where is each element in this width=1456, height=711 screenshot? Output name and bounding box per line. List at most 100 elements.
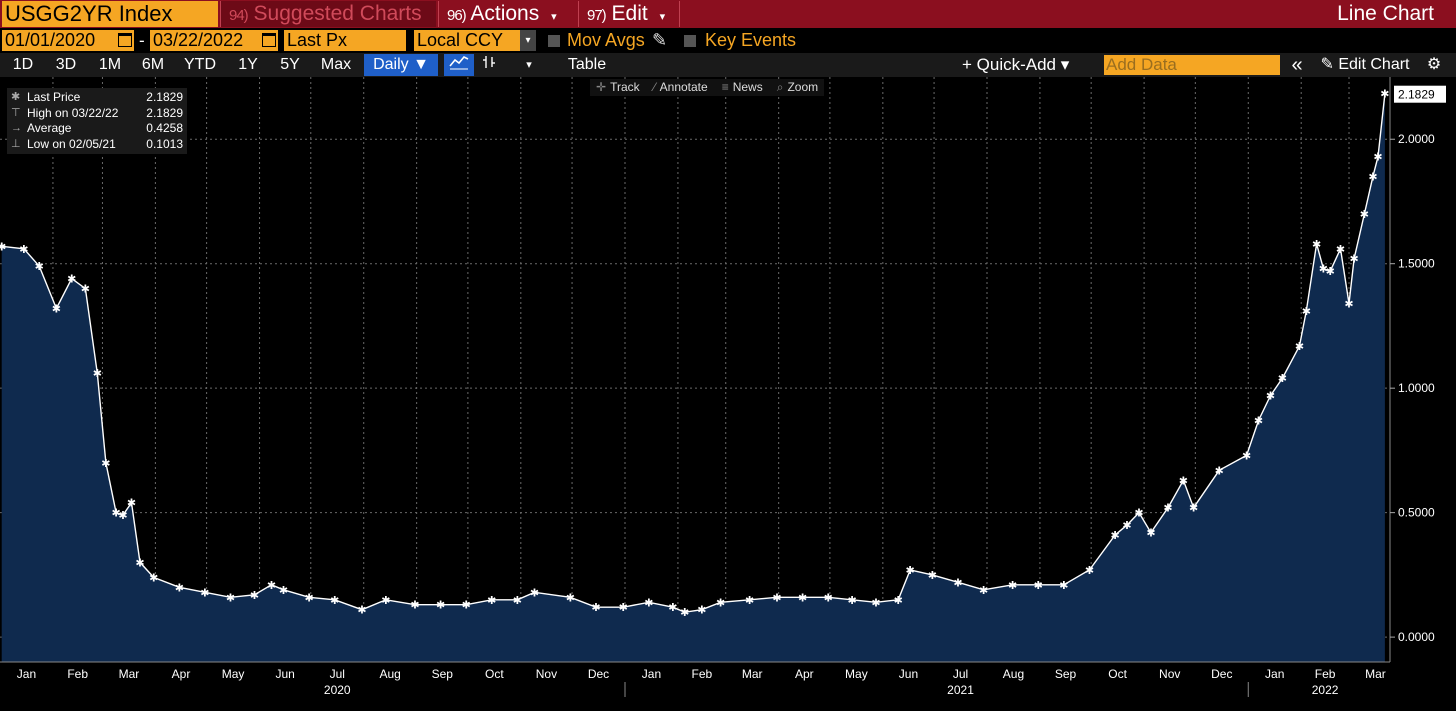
range-3d-button[interactable]: 3D xyxy=(55,56,77,73)
annotate-tool[interactable]: ⁄ Annotate xyxy=(654,80,708,95)
gear-icon[interactable]: ⚙ xyxy=(1426,56,1442,73)
data-point-marker: ✱ xyxy=(357,605,366,617)
key-events-checkbox[interactable] xyxy=(684,35,696,47)
data-point-marker: ✱ xyxy=(67,274,76,286)
tool-label: Zoom xyxy=(787,80,819,94)
bar-chart-icon[interactable] xyxy=(476,54,502,76)
key-events-label: Key Events xyxy=(705,30,797,50)
mov-avgs-checkbox[interactable] xyxy=(548,35,560,47)
legend-last-price: ✱ Last Price 2.1829 xyxy=(11,90,183,106)
field-selector[interactable]: Last Px xyxy=(284,30,406,51)
frequency-selector[interactable]: Daily ▼ xyxy=(364,54,438,76)
legend-value: 0.1013 xyxy=(146,136,183,151)
x-tick-label: Feb xyxy=(691,667,712,681)
legend-value: 2.1829 xyxy=(146,90,183,104)
data-point-marker: ✱ xyxy=(513,595,522,607)
data-point-marker: ✱ xyxy=(330,595,339,607)
currency-selector[interactable]: Local CCY ▾ xyxy=(414,30,536,51)
track-tool[interactable]: ✛ Track xyxy=(596,80,640,95)
data-point-marker: ✱ xyxy=(410,600,419,612)
tool-label: News xyxy=(732,80,763,94)
add-data-input[interactable] xyxy=(1104,55,1280,75)
data-point-marker: ✱ xyxy=(772,592,781,604)
data-point-marker: ✱ xyxy=(716,597,725,609)
data-point-marker: ✱ xyxy=(1163,503,1172,515)
line-chart[interactable]: ✱ ✱ ✱ ✱ ✱ ✱ ✱ ✱ ✱ ✱ ✱ ✱ ✱ ✱ ✱ ✱ ✱ ✱ ✱ ✱ ✱ ✱ ✱ ✱ ✱ ✱ ✱ ✱ ✱ ✱ ✱ ✱ ✱ ✱ ✱ ✱ ✱ ✱ ✱ ✱… xyxy=(0,77,1456,706)
start-date-value: 01/01/2020 xyxy=(5,30,96,50)
data-point-marker: ✱ xyxy=(81,284,90,296)
x-tick-label: Jan xyxy=(642,667,661,681)
data-point-marker: ✱ xyxy=(894,595,903,607)
last-value-tag xyxy=(1394,85,1446,103)
average-marker-icon: → xyxy=(11,122,22,134)
y-tick-label: 0.0000 xyxy=(1398,630,1435,644)
quick-add-button[interactable]: + Quick-Add ▾ xyxy=(962,55,1070,74)
data-point-marker: ✱ xyxy=(127,498,136,510)
x-tick-label: Apr xyxy=(795,667,814,681)
data-point-marker: ✱ xyxy=(1215,465,1224,477)
magnifier-icon: ⌕ xyxy=(776,80,784,94)
edit-chart-button[interactable]: ✎ Edit Chart xyxy=(1312,54,1418,76)
data-point-marker: ✱ xyxy=(1380,89,1389,101)
range-5y-button[interactable]: 5Y xyxy=(280,56,300,73)
data-point-marker: ✱ xyxy=(267,580,276,592)
x-tick-label: Sep xyxy=(432,667,454,681)
data-point-marker: ✱ xyxy=(1134,508,1143,520)
legend-high: ⊤ High on 03/22/22 2.1829 xyxy=(11,106,183,122)
chevron-down-icon: ▾ xyxy=(659,11,666,23)
series-area xyxy=(1,93,1385,662)
data-point-marker: ✱ xyxy=(745,595,754,607)
data-point-marker: ✱ xyxy=(619,602,628,614)
x-tick-label: May xyxy=(845,667,868,681)
legend-value: 2.1829 xyxy=(146,105,183,120)
low-marker-icon: ⊥ xyxy=(11,137,21,150)
data-point-marker: ✱ xyxy=(644,597,653,609)
mov-avgs-label: Mov Avgs xyxy=(567,30,645,50)
x-tick-label: Mar xyxy=(119,667,140,681)
ticker-field[interactable]: USGG2YR Index xyxy=(2,1,218,27)
calendar-icon[interactable] xyxy=(118,33,132,47)
range-1y-button[interactable]: 1Y xyxy=(238,56,258,73)
range-6m-button[interactable]: 6M xyxy=(141,56,165,73)
y-tick-label: 1.0000 xyxy=(1398,381,1435,395)
data-point-marker: ✱ xyxy=(462,600,471,612)
range-ytd-button[interactable]: YTD xyxy=(184,56,216,73)
start-date-field[interactable]: 01/01/2020 xyxy=(2,30,134,51)
chart-area: ✱ ✱ ✱ ✱ ✱ ✱ ✱ ✱ ✱ ✱ ✱ ✱ ✱ ✱ ✱ ✱ ✱ ✱ ✱ ✱ ✱ ✱ ✱ ✱ ✱ ✱ ✱ ✱ ✱ ✱ ✱ ✱ ✱ ✱ ✱ ✱ ✱ ✱ ✱ ✱… xyxy=(0,77,1456,706)
line-chart-icon[interactable] xyxy=(444,54,474,76)
zoom-tool[interactable]: ⌕ Zoom xyxy=(777,80,818,95)
data-point-marker: ✱ xyxy=(1254,416,1263,428)
chevron-down-icon[interactable]: ▾ xyxy=(526,59,532,71)
table-button[interactable]: Table xyxy=(567,56,607,73)
legend-label: Last Price xyxy=(27,90,81,104)
calendar-icon[interactable] xyxy=(262,33,276,47)
news-tool[interactable]: ≡ News xyxy=(722,80,763,95)
actions-menu[interactable]: 96) Actions ▾ xyxy=(438,1,576,27)
data-point-marker: ✱ xyxy=(1344,299,1353,311)
crosshair-icon: ✛ xyxy=(596,80,607,94)
data-point-marker: ✱ xyxy=(906,565,915,577)
data-point-marker: ✱ xyxy=(1312,239,1321,251)
range-1d-button[interactable]: 1D xyxy=(12,56,34,73)
last-value-label: 2.1829 xyxy=(1398,88,1435,102)
edit-menu[interactable]: 97) Edit ▾ xyxy=(578,1,680,27)
pencil-icon[interactable]: ✎ xyxy=(652,30,668,50)
series-line xyxy=(1,93,1386,613)
range-max-button[interactable]: Max xyxy=(320,56,352,73)
pencil-icon: ⁄ xyxy=(653,80,656,94)
x-tick-label: Oct xyxy=(485,667,504,681)
range-1m-button[interactable]: 1M xyxy=(98,56,122,73)
x-tick-label: Jun xyxy=(899,667,918,681)
y-tick-label: 1.5000 xyxy=(1398,257,1435,271)
x-tick-label: Oct xyxy=(1108,667,1127,681)
top-menu-bar: USGG2YR Index 94) Suggested Charts 96) A… xyxy=(0,0,1456,28)
collapse-icon[interactable]: « xyxy=(1291,54,1303,76)
data-point-marker: ✱ xyxy=(1122,520,1131,532)
suggested-charts-menu[interactable]: 94) Suggested Charts xyxy=(220,1,436,27)
news-icon: ≡ xyxy=(721,80,729,94)
end-date-field[interactable]: 03/22/2022 xyxy=(150,30,278,51)
data-point-marker: ✱ xyxy=(436,600,445,612)
chart-toolbar: 1D 3D 1M 6M YTD 1Y 5Y Max Daily ▼ ▾ Tabl… xyxy=(0,53,1456,77)
data-point-marker: ✱ xyxy=(118,510,127,522)
data-point-marker: ✱ xyxy=(928,570,937,582)
